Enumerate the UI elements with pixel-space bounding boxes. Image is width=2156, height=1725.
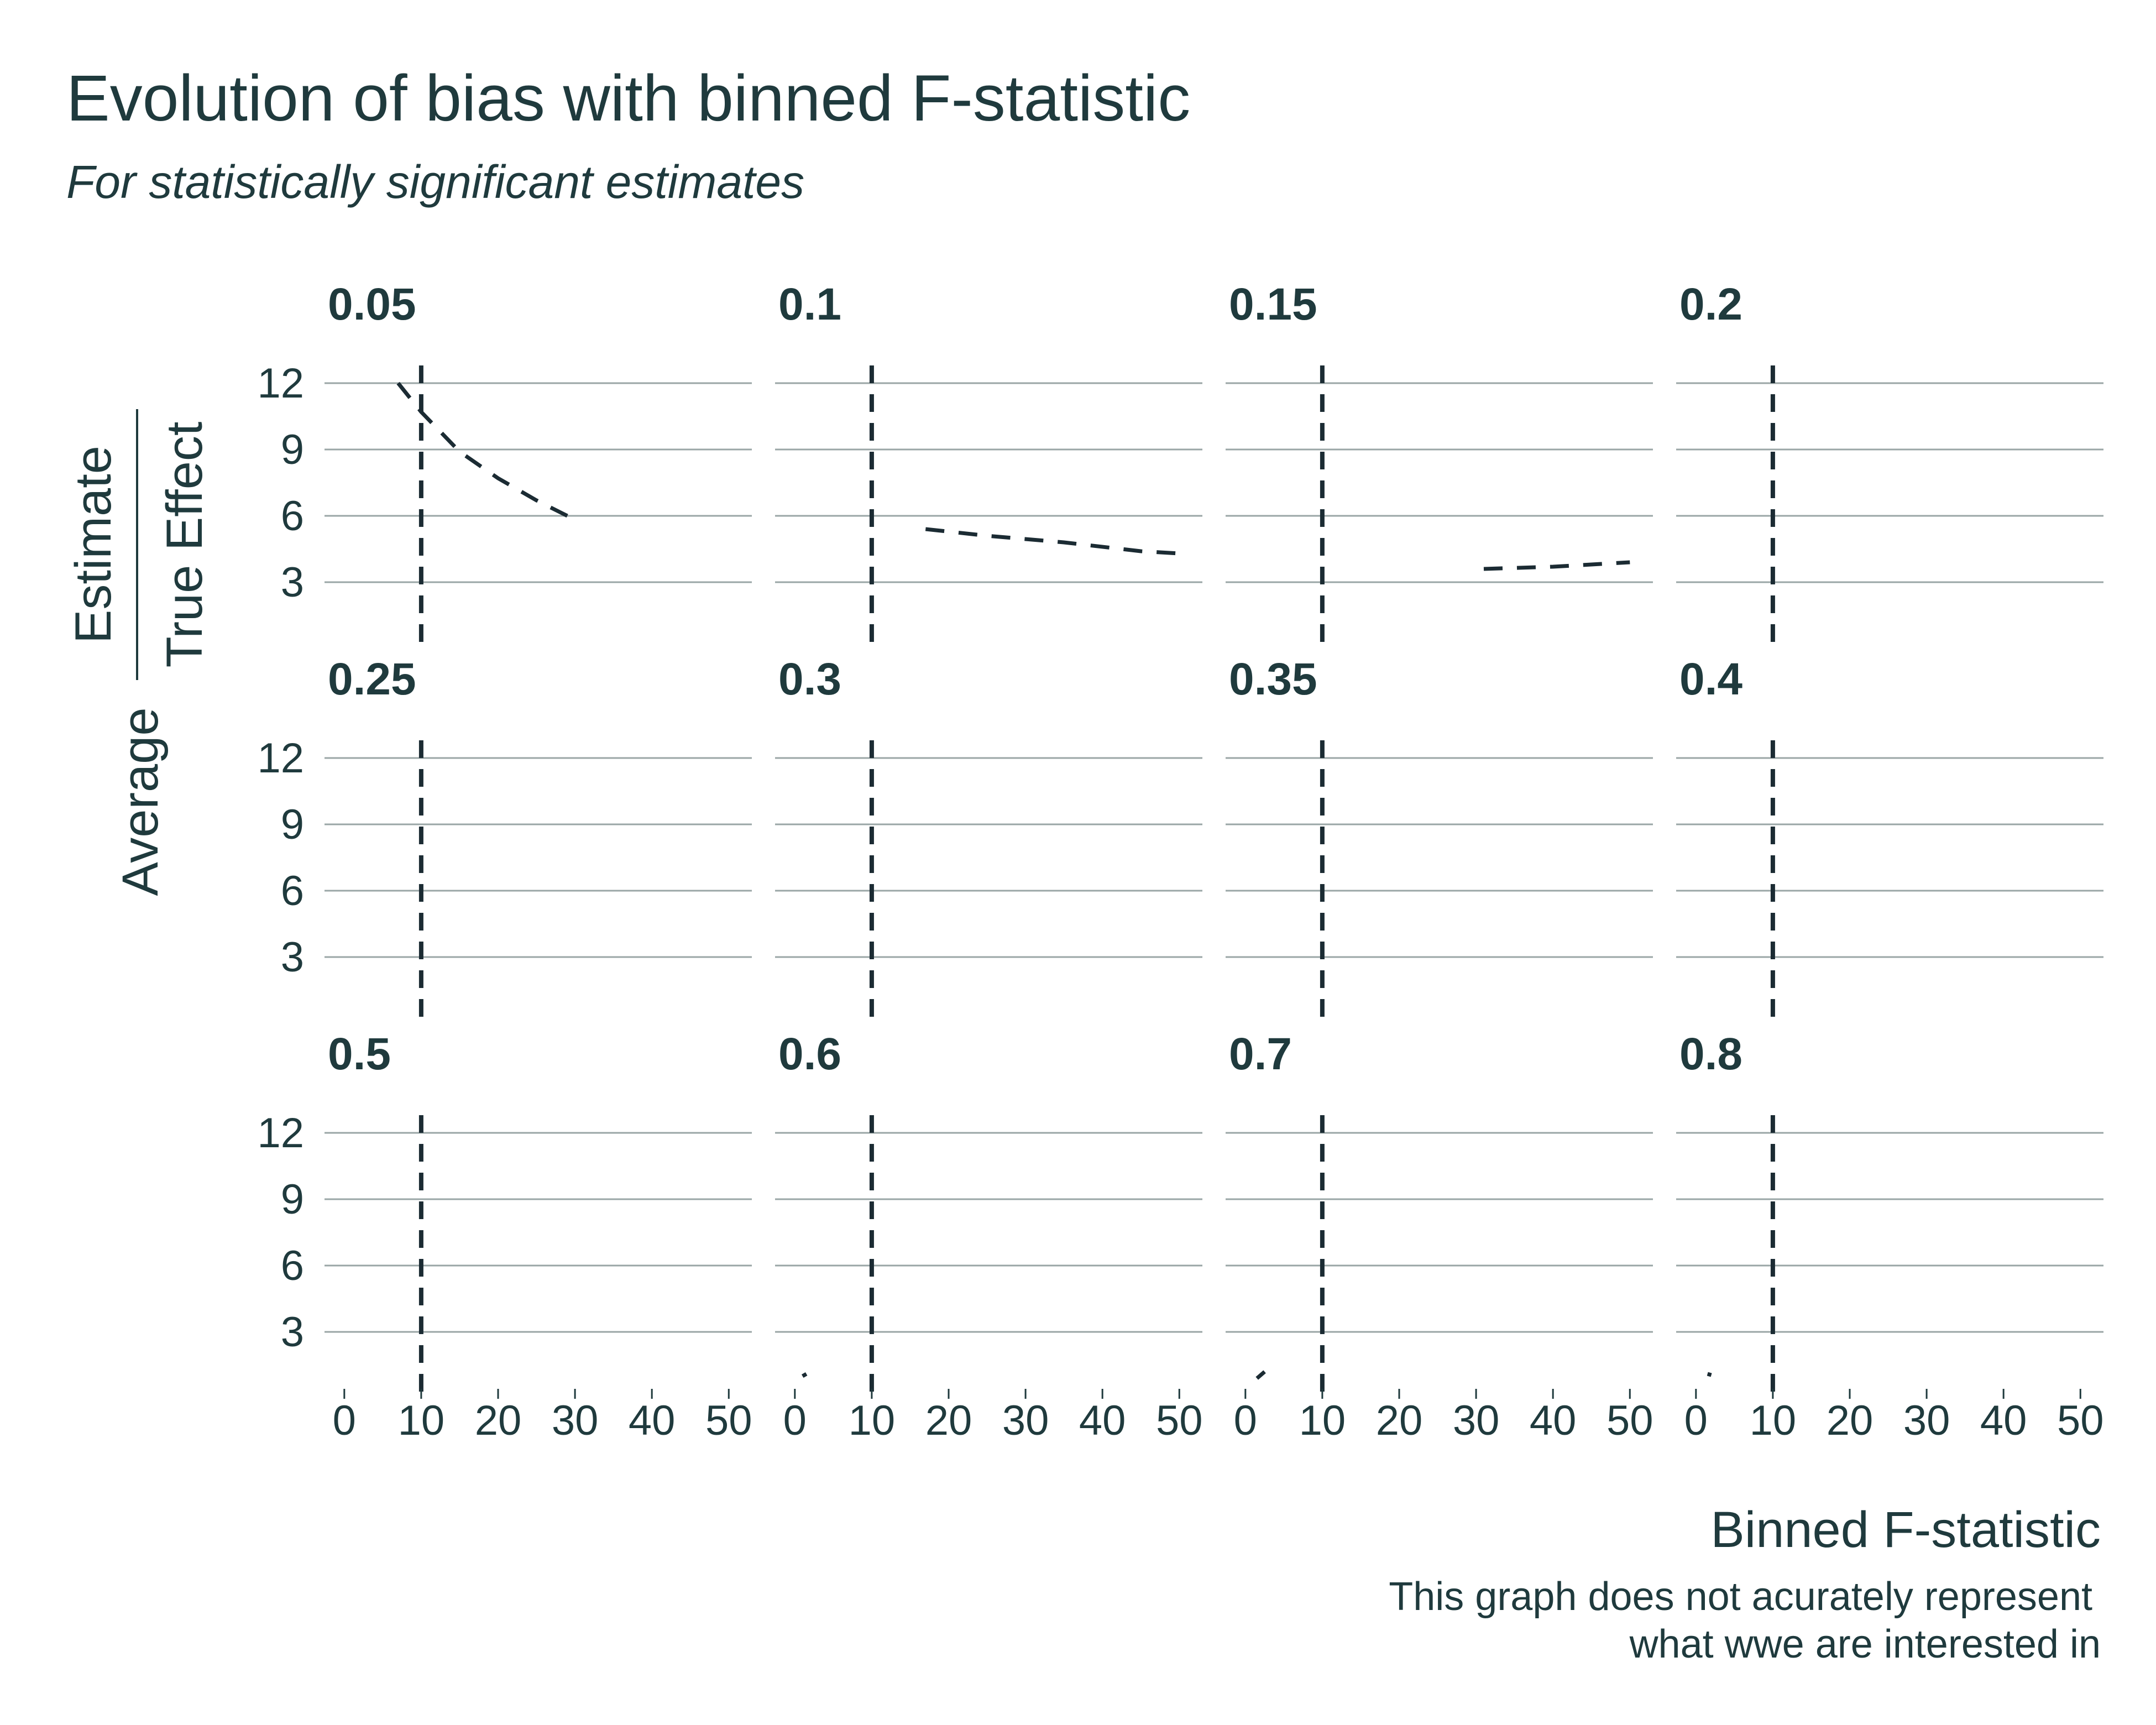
facet-panel: 0.3 bbox=[775, 654, 1202, 1017]
facet-panel: 0.6 0 10 20 30 40 50 bbox=[775, 1029, 1203, 1444]
facet-panel: 0.4 bbox=[1676, 654, 2103, 1017]
x-tick-label: 30 bbox=[1002, 1397, 1049, 1444]
facet-panel: 0.7 0 10 20 30 40 50 bbox=[1226, 1029, 1653, 1444]
series-line bbox=[801, 1372, 808, 1378]
facet-panel: 0.35 bbox=[1226, 654, 1653, 1017]
y-tick-label: 12 bbox=[257, 360, 304, 407]
facet-label: 0.4 bbox=[1679, 654, 1742, 704]
x-tick-label: 0 bbox=[1684, 1397, 1708, 1444]
caption-line-1: This graph does not acurately represent bbox=[1389, 1575, 2092, 1619]
facet-label: 0.2 bbox=[1679, 279, 1742, 330]
y-tick-label: 3 bbox=[281, 559, 304, 606]
x-tick-label: 10 bbox=[398, 1397, 445, 1444]
x-tick-label: 50 bbox=[1606, 1397, 1653, 1444]
x-tick-label: 30 bbox=[1453, 1397, 1500, 1444]
x-tick-label: 0 bbox=[1234, 1397, 1257, 1444]
series-line bbox=[396, 381, 568, 518]
x-tick-label: 10 bbox=[1299, 1397, 1346, 1444]
y-axis-denominator: True Effect bbox=[156, 422, 213, 668]
x-tick-label: 20 bbox=[1827, 1397, 1874, 1444]
x-tick-label: 50 bbox=[705, 1397, 752, 1444]
facet-label: 0.3 bbox=[778, 654, 841, 704]
caption-line-2: what wwe are interested in bbox=[1629, 1622, 2101, 1666]
facet-label: 0.35 bbox=[1229, 654, 1317, 704]
facet-label: 0.5 bbox=[328, 1029, 391, 1079]
x-tick-label: 20 bbox=[475, 1397, 522, 1444]
x-tick-label: 30 bbox=[1903, 1397, 1950, 1444]
x-tick-label: 40 bbox=[1079, 1397, 1126, 1444]
y-axis-title: Average Estimate True Effect bbox=[65, 409, 213, 896]
x-tick-label: 50 bbox=[1156, 1397, 1203, 1444]
y-tick-label: 3 bbox=[281, 1309, 304, 1356]
facet-panel: 0.5 3 6 9 12 0 10 20 30 40 50 bbox=[257, 1029, 752, 1444]
y-tick-label: 6 bbox=[281, 1242, 304, 1289]
chart-subtitle: For statistically significant estimates bbox=[66, 156, 804, 208]
chart-title: Evolution of bias with binned F-statisti… bbox=[66, 62, 1190, 135]
facet-panel: 0.25 3 6 9 12 bbox=[257, 654, 752, 1017]
x-tick-label: 30 bbox=[552, 1397, 599, 1444]
series-line bbox=[1483, 560, 1630, 571]
y-tick-label: 6 bbox=[281, 493, 304, 540]
facet-panel: 0.2 bbox=[1676, 279, 2103, 642]
x-tick-label: 40 bbox=[629, 1397, 676, 1444]
facet-label: 0.1 bbox=[778, 279, 841, 330]
y-tick-label: 12 bbox=[257, 735, 304, 782]
x-tick-label: 10 bbox=[849, 1397, 896, 1444]
facet-panel: 0.8 0 10 20 30 40 50 bbox=[1676, 1029, 2104, 1444]
x-tick-label: 40 bbox=[1530, 1397, 1577, 1444]
facet-panel: 0.1 bbox=[775, 279, 1202, 642]
x-tick-label: 20 bbox=[925, 1397, 972, 1444]
x-tick-label: 10 bbox=[1750, 1397, 1797, 1444]
facet-label: 0.8 bbox=[1679, 1029, 1742, 1079]
y-axis-prefix: Average bbox=[112, 707, 169, 896]
x-tick-label: 20 bbox=[1376, 1397, 1423, 1444]
y-tick-label: 12 bbox=[257, 1110, 304, 1157]
facet-panel: 0.05 3 6 9 12 bbox=[257, 279, 752, 642]
x-tick-label: 40 bbox=[1980, 1397, 2027, 1444]
series-line bbox=[1707, 1372, 1712, 1377]
facet-label: 0.15 bbox=[1229, 279, 1317, 330]
y-axis-numerator: Estimate bbox=[65, 446, 122, 644]
facet-label: 0.05 bbox=[328, 279, 416, 330]
facet-label: 0.6 bbox=[778, 1029, 841, 1079]
y-tick-label: 9 bbox=[281, 801, 304, 848]
y-tick-label: 9 bbox=[281, 1176, 304, 1223]
x-tick-label: 0 bbox=[333, 1397, 356, 1444]
x-tick-label: 50 bbox=[2057, 1397, 2104, 1444]
facet-grid: 0.05 3 6 9 12 0.1 0.15 0.2 0.25 3 6 9 12 0.3 0.35 0.4 0.… bbox=[257, 279, 2103, 1444]
facet-panel: 0.15 bbox=[1226, 279, 1653, 642]
y-tick-label: 6 bbox=[281, 867, 304, 914]
series-line bbox=[1255, 1370, 1266, 1380]
x-axis-title: Binned F-statistic bbox=[1710, 1502, 2101, 1558]
facet-label: 0.25 bbox=[328, 654, 416, 704]
x-tick-label: 0 bbox=[783, 1397, 807, 1444]
y-tick-label: 3 bbox=[281, 934, 304, 981]
facet-label: 0.7 bbox=[1229, 1029, 1292, 1079]
series-line bbox=[925, 527, 1180, 556]
y-tick-label: 9 bbox=[281, 426, 304, 473]
